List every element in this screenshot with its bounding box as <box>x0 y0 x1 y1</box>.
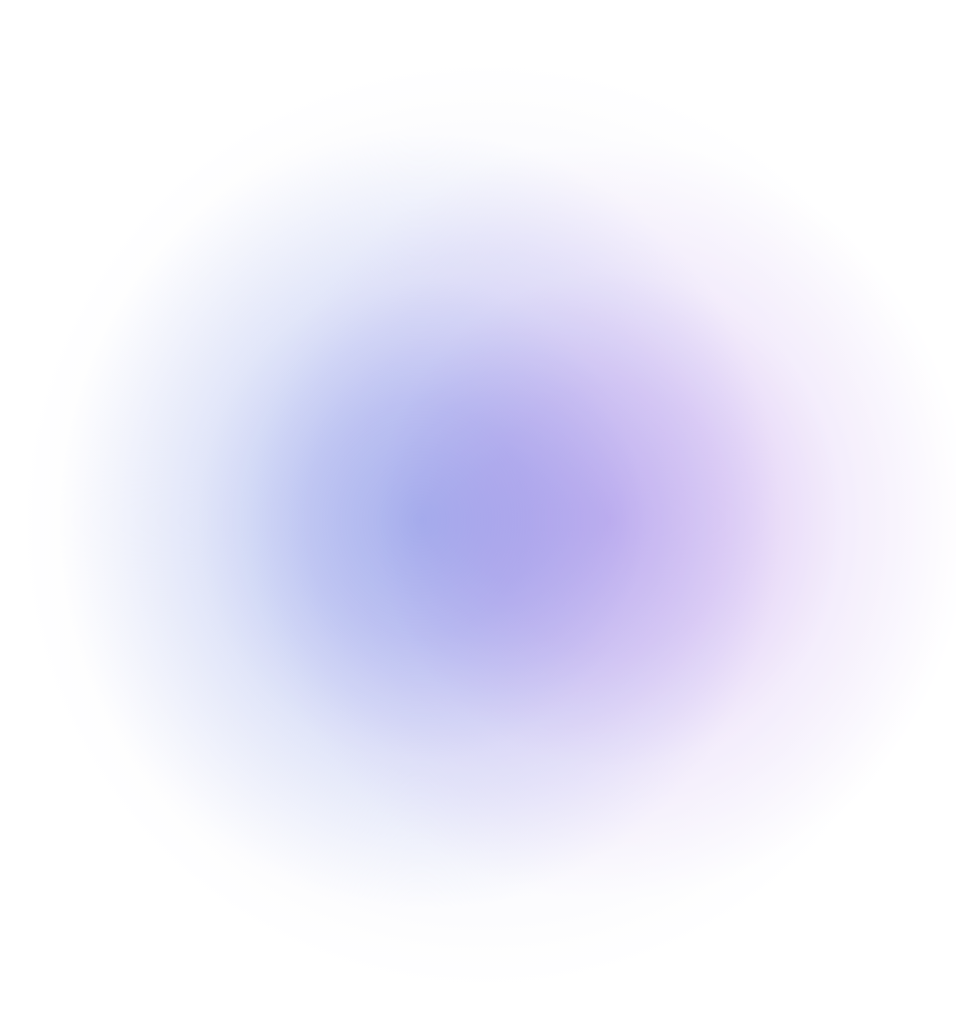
blue-gradient-blob <box>60 130 780 910</box>
